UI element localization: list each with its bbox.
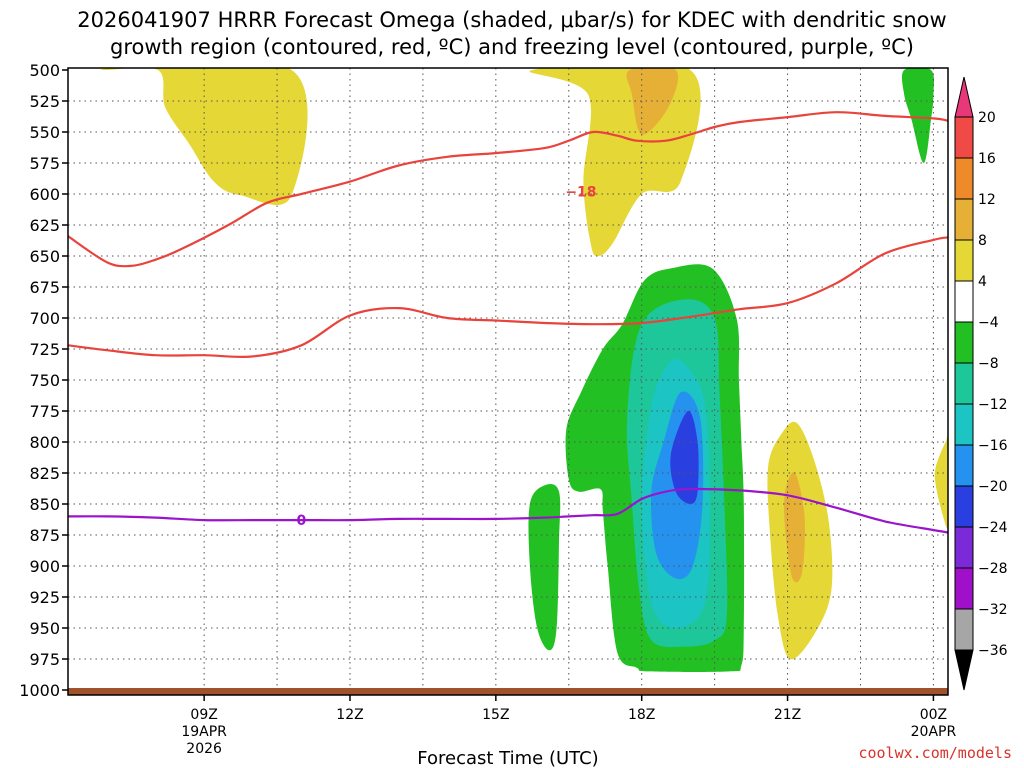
- y-tick-label-5: 625: [29, 216, 60, 235]
- colorbar-label-13: −36: [978, 643, 1008, 659]
- omega-region-11: [784, 472, 806, 583]
- contour-line-1: [68, 236, 948, 359]
- colorbar-band-3: [954, 198, 974, 241]
- y-tick-label-18: 950: [29, 619, 60, 638]
- colorbar-band-4: [954, 239, 974, 282]
- chart-title-line2: growth region (contoured, red, ºC) and f…: [110, 35, 914, 59]
- colorbar-band-6: [954, 321, 974, 364]
- contour-line-2: [68, 487, 948, 534]
- colorbar-label-3: 8: [978, 233, 987, 249]
- colorbar-band-13: [954, 608, 974, 651]
- colorbar-label-9: −20: [978, 479, 1008, 495]
- colorbar-bottom-arrow: [954, 649, 974, 691]
- colorbar-band-12: [954, 567, 974, 610]
- colorbar-label-10: −24: [978, 520, 1008, 536]
- y-tick-label-20: 1000: [19, 681, 60, 700]
- omega-region-0: [100, 68, 308, 205]
- x-date-label-0: 19APR: [181, 724, 227, 740]
- omega-region-3: [901, 68, 934, 163]
- x-date-label-5: 20APR: [911, 724, 957, 740]
- omega-region-12: [934, 435, 948, 528]
- colorbar-label-6: −8: [978, 356, 999, 372]
- colorbar-band-10: [954, 485, 974, 528]
- y-tick-label-6: 650: [29, 247, 60, 266]
- y-tick-label-8: 700: [29, 309, 60, 328]
- y-tick-label-0: 500: [29, 61, 60, 80]
- colorbar-band-9: [954, 444, 974, 487]
- colorbar-label-4: 4: [978, 274, 987, 290]
- x-axis-label: Forecast Time (UTC): [417, 748, 598, 768]
- ground-surface: [68, 688, 948, 695]
- x-tick-label-3: 18Z: [628, 707, 655, 723]
- y-tick-label-16: 900: [29, 557, 60, 576]
- ground-strip: [68, 688, 948, 695]
- grid-lines: [68, 68, 948, 695]
- x-tick-label-1: 12Z: [336, 707, 363, 723]
- y-tick-label-14: 850: [29, 495, 60, 514]
- colorbar-band-11: [954, 526, 974, 569]
- y-tick-label-17: 925: [29, 588, 60, 607]
- y-tick-label-7: 675: [29, 278, 60, 297]
- colorbar-label-12: −32: [978, 602, 1008, 618]
- omega-region-9: [670, 410, 699, 504]
- colorbar-band-5: [954, 280, 974, 323]
- omega-shading: [100, 68, 948, 673]
- y-tick-label-1: 525: [29, 92, 60, 111]
- chart-title-line1: 2026041907 HRRR Forecast Omega (shaded, …: [77, 8, 946, 32]
- y-tick-label-19: 975: [29, 650, 60, 669]
- colorbar-top-arrow: [954, 76, 974, 118]
- colorbar-band-2: [954, 157, 974, 200]
- contour-line-0: [68, 111, 948, 268]
- plot-area: −18 0: [67, 67, 949, 696]
- x-tick-label-5: 00Z: [920, 707, 947, 723]
- credit-text: coolwx.com/models: [858, 744, 1012, 762]
- y-tick-label-10: 750: [29, 371, 60, 390]
- colorbar-label-11: −28: [978, 561, 1008, 577]
- y-tick-label-15: 875: [29, 526, 60, 545]
- y-axis: 500 525 550 575 600 625 650 675 700 725 750 775 800 8…: [19, 61, 68, 700]
- temperature-contours: −18 0: [68, 111, 948, 534]
- y-tick-label-9: 725: [29, 340, 60, 359]
- colorbar-label-1: 16: [978, 151, 996, 167]
- colorbar-label-8: −16: [978, 438, 1008, 454]
- colorbar-label-7: −12: [978, 397, 1008, 413]
- contour-label-2: 0: [296, 513, 306, 529]
- colorbar: 20 16 12 8 4 −4 −8 −12 −16 −20 −24 −28 −32 −36: [954, 76, 1008, 691]
- colorbar-label-0: 20: [978, 110, 996, 126]
- colorbar-band-7: [954, 362, 974, 405]
- y-tick-label-4: 600: [29, 185, 60, 204]
- y-tick-label-12: 800: [29, 433, 60, 452]
- x-year-label-0: 2026: [186, 741, 222, 757]
- y-tick-label-11: 775: [29, 402, 60, 421]
- omega-region-5: [528, 483, 561, 651]
- y-tick-label-2: 550: [29, 123, 60, 142]
- colorbar-label-5: −4: [978, 315, 999, 331]
- colorbar-band-8: [954, 403, 974, 446]
- colorbar-label-2: 12: [978, 192, 996, 208]
- plot-frame: [67, 67, 949, 696]
- x-tick-label-2: 15Z: [482, 707, 509, 723]
- y-tick-label-13: 825: [29, 464, 60, 483]
- x-tick-label-4: 21Z: [774, 707, 801, 723]
- x-tick-label-0: 09Z: [190, 707, 217, 723]
- colorbar-band-1: [954, 116, 974, 159]
- y-tick-label-3: 575: [29, 154, 60, 173]
- contour-label-0: −18: [565, 185, 596, 201]
